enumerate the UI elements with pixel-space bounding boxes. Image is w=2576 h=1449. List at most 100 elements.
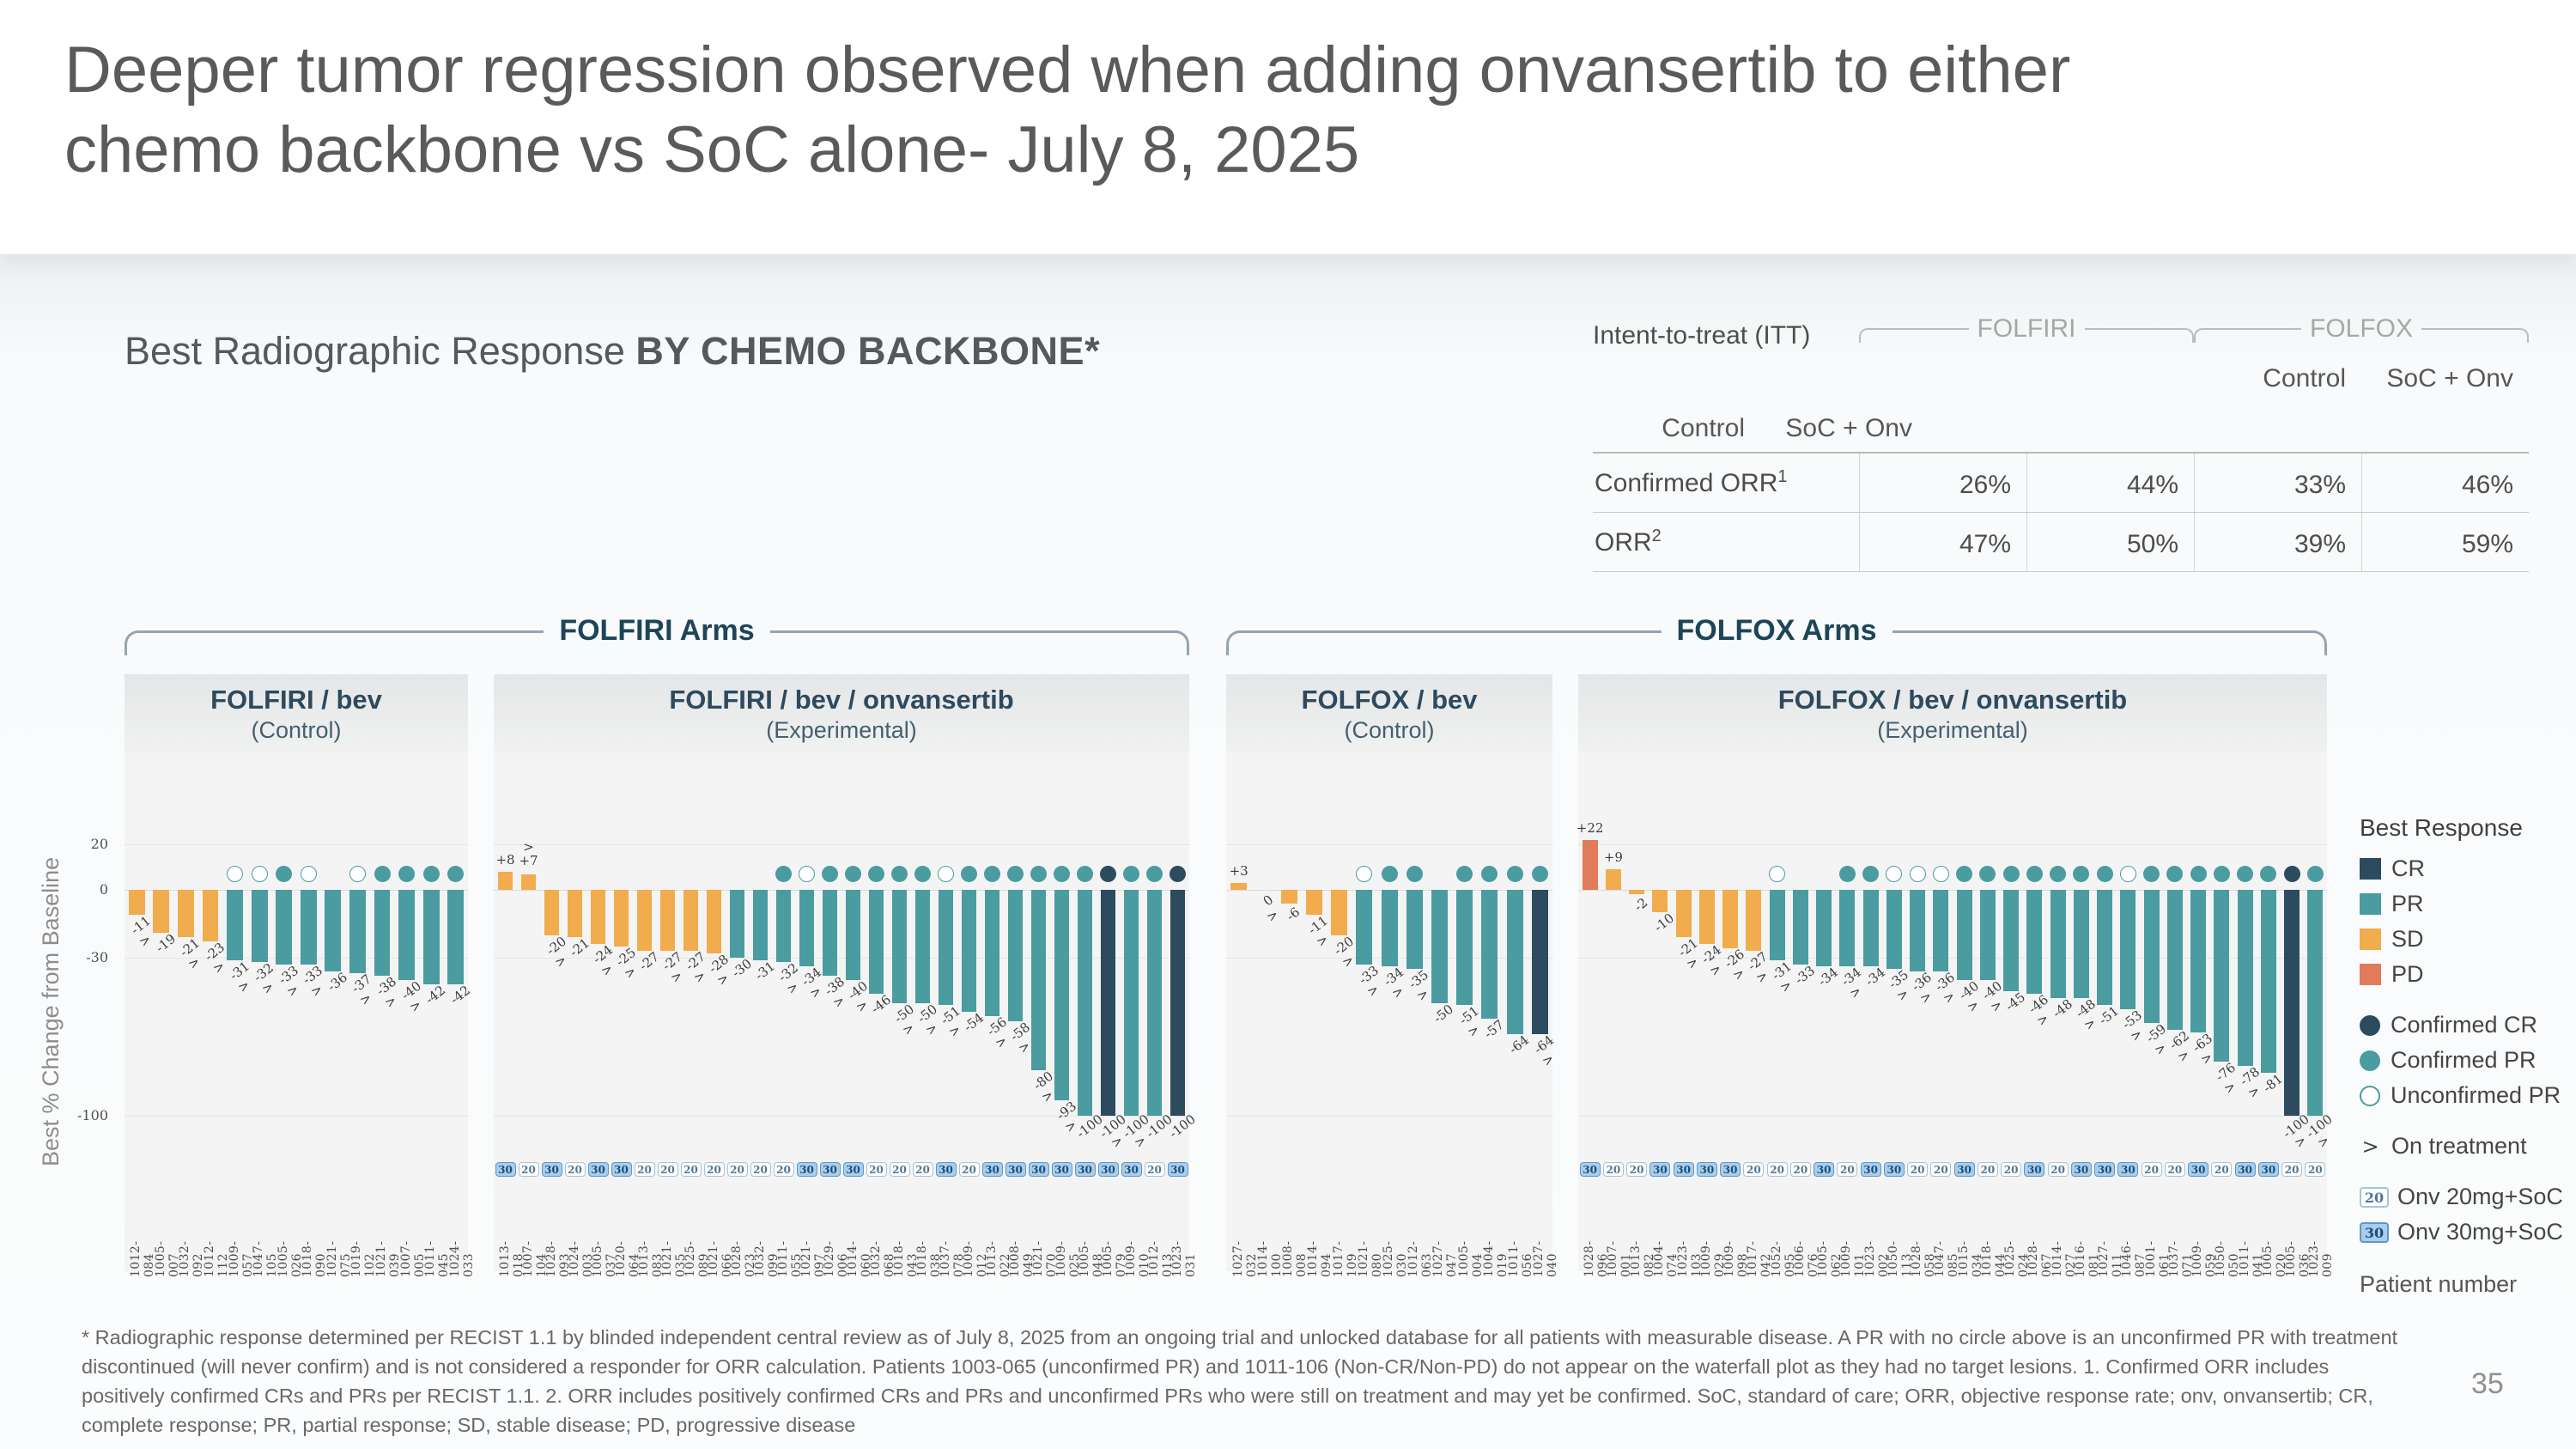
bar-sd <box>1331 890 1348 935</box>
gridline <box>494 1116 1189 1117</box>
legend-title: Best Response <box>2360 814 2523 841</box>
dose-badge: 30 <box>1673 1162 1694 1177</box>
itt-row-label: ORR2 <box>1595 527 1662 557</box>
confirmed-pr-circle <box>2073 866 2090 882</box>
confirmed-pr-circle <box>276 866 293 882</box>
arm-group-label: FOLFIRI Arms <box>559 614 755 647</box>
legend-item-unconfirmed-pr: Unconfirmed PR <box>2360 1082 2576 1109</box>
bar-sd <box>1675 890 1692 938</box>
itt-value-cell: 39% <box>2194 513 2361 571</box>
bar-pr <box>984 890 1000 1017</box>
panel-title: FOLFIRI / bev / onvansertib <box>669 685 1014 715</box>
confirmed-pr-circle <box>2306 866 2324 882</box>
unconfirmed-pr-circle <box>799 866 815 882</box>
confirmed-pr-circle <box>1381 866 1398 882</box>
confirmed-pr-icon <box>2360 1050 2380 1071</box>
bar-sd <box>1722 890 1739 949</box>
waterfall-plot-folfiri-experimental: +8 30 1013-018 > +7 20 1007-104 -20 >30 1028-093-… <box>494 752 1198 1277</box>
bar-cr <box>1531 890 1548 1035</box>
legend-item-label: PD <box>2391 961 2424 987</box>
chart-panel-folfiri-experimental: FOLFIRI / bev / onvansertib (Experimenta… <box>494 674 1198 1277</box>
bar-value-label: +9 <box>1603 849 1623 866</box>
chart-panel-folfox-experimental: FOLFOX / bev / onvansertib (Experimental… <box>1577 674 2336 1277</box>
bar-sd <box>153 890 170 933</box>
bar-sd <box>497 871 513 890</box>
bar-pr <box>1146 890 1163 1116</box>
bar-pr <box>1123 890 1139 1116</box>
dose-badge: 20 <box>703 1162 725 1177</box>
panel-title: FOLFIRI / bev <box>210 685 382 715</box>
confirmed-pr-circle <box>1531 866 1548 882</box>
unconfirmed-pr-circle <box>1356 866 1373 882</box>
dose-badge: 20 <box>750 1162 771 1177</box>
patient-label: 1011-045 <box>423 1240 452 1277</box>
dose-badge: 20 <box>1144 1162 1165 1177</box>
confirmed-pr-circle <box>447 866 465 882</box>
dose-20-badge-icon: 20 <box>2360 1186 2389 1208</box>
chart-panel-folfox-control: FOLFOX / bev (Control) +3 1027-032 0 >1014-… <box>1226 674 1559 1277</box>
confirmed-pr-circle <box>2166 866 2184 882</box>
confirmed-pr-circle <box>1123 866 1139 882</box>
patient-label: 1021-039 <box>374 1240 402 1277</box>
panel-header: FOLFOX / bev (Control) <box>1226 674 1552 752</box>
itt-row-header: Intent-to-treat (ITT) <box>1593 321 1811 350</box>
bar-sd <box>178 890 194 938</box>
itt-value-cell: 47% <box>1859 513 2026 571</box>
bar-pr <box>1007 890 1024 1021</box>
dose-badge: 20 <box>2001 1162 2022 1177</box>
bar-pr <box>1506 890 1523 1035</box>
patient-label: 1021-080 <box>1356 1240 1384 1277</box>
slide-title: Deeper tumor regression observed when ad… <box>64 33 2071 186</box>
legend-circle-items: Confirmed CR Confirmed PR Unconfirmed PR <box>2360 1012 2576 1109</box>
bar-sd <box>636 890 653 951</box>
unconfirmed-pr-circle <box>1769 866 1786 882</box>
patient-label: 1012-112 <box>203 1240 230 1277</box>
itt-group-folfox: FOLFOX <box>2194 314 2530 352</box>
patient-label: 1004-019 <box>1481 1240 1510 1277</box>
dose-badge: 30 <box>541 1162 562 1177</box>
panel-title: FOLFOX / bev <box>1301 685 1478 715</box>
patient-label: 1024-033 <box>447 1240 476 1277</box>
y-axis-ticks: 20 0 -30 -100 <box>69 752 115 1271</box>
bar-value-label: > +7 <box>519 838 538 869</box>
bar-pr <box>1054 890 1070 1100</box>
bracket-line <box>125 630 544 655</box>
confirmed-pr-circle <box>822 866 838 882</box>
confirmed-cr-circle <box>1100 866 1116 882</box>
gridline <box>1578 844 2327 846</box>
confirmed-pr-circle <box>1862 866 1880 882</box>
bar-pr <box>1030 890 1047 1071</box>
legend-item-confirmed-cr: Confirmed CR <box>2360 1012 2576 1038</box>
confirmed-pr-circle <box>868 866 884 882</box>
unconfirmed-pr-circle <box>1886 866 1903 882</box>
bar-pr <box>2050 890 2066 999</box>
confirmed-pr-circle <box>1979 866 1996 882</box>
confirmed-pr-circle <box>1456 866 1473 882</box>
patient-label: 1007-005 <box>398 1240 427 1277</box>
confirmed-cr-circle <box>2283 866 2300 882</box>
bar-pr <box>1077 890 1093 1116</box>
legend-item-cr: CR <box>2360 855 2576 882</box>
dose-badge: 30 <box>1814 1162 1835 1177</box>
bar-pr <box>1481 890 1498 1019</box>
chart-panel-folfiri-control: FOLFIRI / bev (Control) -11 >1012-084 -19 1… <box>125 674 476 1277</box>
dose-badge: 20 <box>2211 1162 2233 1177</box>
y-tick-label: -30 <box>86 948 108 965</box>
patient-label: 1027-040 <box>1532 1240 1560 1277</box>
bar-pr <box>775 890 792 963</box>
dose-badge: 30 <box>587 1162 609 1177</box>
gridline <box>125 844 468 846</box>
confirmed-pr-circle <box>1030 866 1047 882</box>
bar-pr <box>2120 890 2136 1010</box>
patient-label: 1017-109 <box>1331 1240 1359 1277</box>
patient-label: 1005-004 <box>1456 1240 1485 1277</box>
unconfirmed-pr-circle <box>251 866 268 882</box>
dose-badge: 30 <box>1860 1162 1881 1177</box>
bar-pr <box>227 890 243 960</box>
dose-badge: 20 <box>1766 1162 1788 1177</box>
unconfirmed-pr-circle <box>300 866 317 882</box>
patient-label: 1014-094 <box>1306 1240 1334 1277</box>
legend-response-items: CR PR SD PD <box>2360 855 2576 988</box>
itt-col-headers-folfox: Control SoC + Onv <box>1593 402 1912 452</box>
dose-badge: 30 <box>1953 1162 1975 1177</box>
